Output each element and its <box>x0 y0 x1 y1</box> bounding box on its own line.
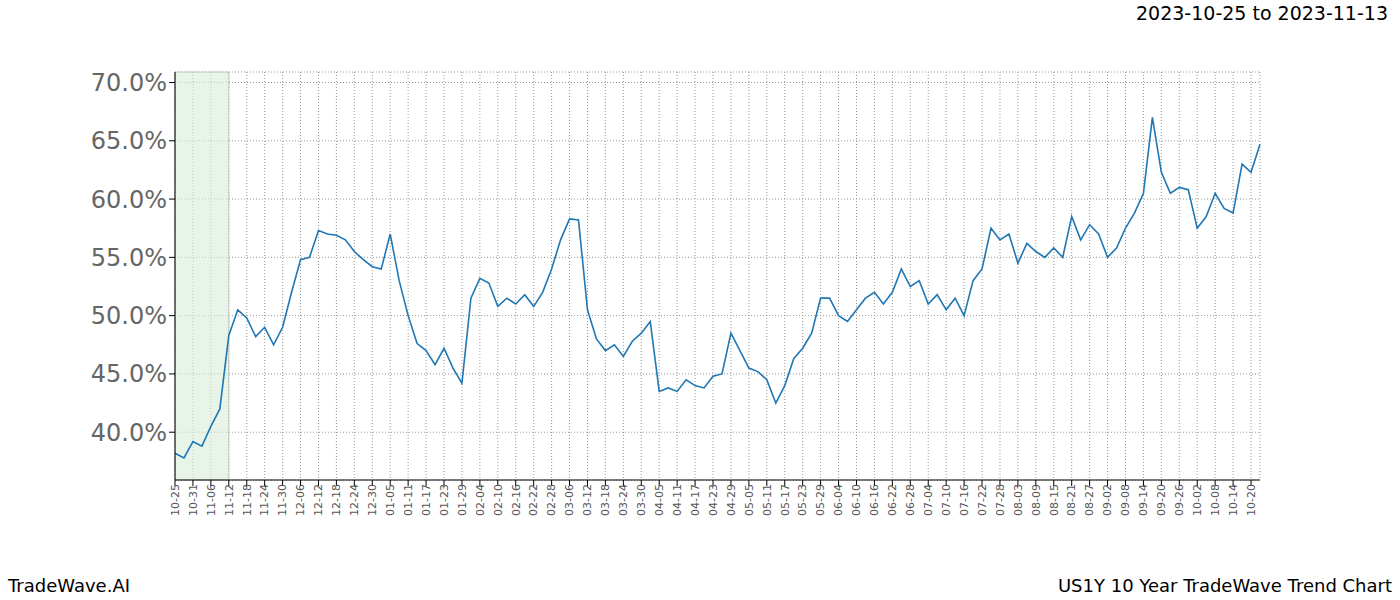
svg-text:09-20: 09-20 <box>1155 484 1168 516</box>
svg-text:03-24: 03-24 <box>617 484 630 516</box>
svg-text:03-06: 03-06 <box>563 484 576 516</box>
svg-text:06-22: 06-22 <box>886 484 899 516</box>
svg-text:10-31: 10-31 <box>187 484 200 516</box>
svg-text:10-25: 10-25 <box>169 484 182 516</box>
svg-text:10-20: 10-20 <box>1245 484 1258 516</box>
svg-text:70.0%: 70.0% <box>91 69 167 97</box>
svg-text:08-09: 08-09 <box>1030 484 1043 516</box>
svg-text:06-28: 06-28 <box>904 484 917 516</box>
svg-text:02-10: 02-10 <box>492 484 505 516</box>
svg-text:02-16: 02-16 <box>510 484 523 516</box>
svg-text:05-05: 05-05 <box>743 484 756 516</box>
svg-text:01-11: 01-11 <box>402 484 415 516</box>
svg-text:01-17: 01-17 <box>420 484 433 516</box>
svg-text:50.0%: 50.0% <box>91 302 167 330</box>
svg-text:65.0%: 65.0% <box>91 127 167 155</box>
svg-text:08-27: 08-27 <box>1083 484 1096 516</box>
svg-text:07-16: 07-16 <box>958 484 971 516</box>
svg-text:06-10: 06-10 <box>850 484 863 516</box>
svg-text:04-11: 04-11 <box>671 484 684 516</box>
svg-text:12-12: 12-12 <box>312 484 325 516</box>
svg-text:04-23: 04-23 <box>707 484 720 516</box>
svg-text:04-05: 04-05 <box>653 484 666 516</box>
html-text:2023-10-25 to 2023-11-13: 2023-10-25 to 2023-11-13 <box>1136 2 1388 24</box>
svg-text:45.0%: 45.0% <box>91 360 167 388</box>
svg-text:11-12: 11-12 <box>223 484 236 516</box>
svg-text:12-18: 12-18 <box>330 484 343 516</box>
svg-text:02-04: 02-04 <box>474 484 487 516</box>
svg-text:02-22: 02-22 <box>527 484 540 516</box>
svg-text:01-29: 01-29 <box>456 484 469 516</box>
svg-text:07-10: 07-10 <box>940 484 953 516</box>
svg-text:05-23: 05-23 <box>796 484 809 516</box>
svg-text:01-05: 01-05 <box>384 484 397 516</box>
svg-text:09-08: 09-08 <box>1119 484 1132 516</box>
svg-text:55.0%: 55.0% <box>91 244 167 272</box>
svg-text:04-29: 04-29 <box>725 484 738 516</box>
svg-text:40.0%: 40.0% <box>91 419 167 447</box>
svg-text:12-24: 12-24 <box>348 484 361 516</box>
svg-text:03-30: 03-30 <box>635 484 648 516</box>
svg-text:08-15: 08-15 <box>1048 484 1061 516</box>
svg-text:10-02: 10-02 <box>1191 484 1204 516</box>
svg-text:08-21: 08-21 <box>1066 484 1079 516</box>
svg-text:06-04: 06-04 <box>832 484 845 516</box>
svg-text:11-18: 11-18 <box>241 484 254 516</box>
svg-text:08-03: 08-03 <box>1012 484 1025 516</box>
html-text:TradeWave.AI: TradeWave.AI <box>8 575 130 596</box>
svg-text:11-06: 11-06 <box>205 484 218 516</box>
svg-text:05-11: 05-11 <box>761 484 774 516</box>
svg-text:09-26: 09-26 <box>1173 484 1186 516</box>
svg-text:07-22: 07-22 <box>976 484 989 516</box>
html-text:US1Y 10 Year TradeWave Trend C: US1Y 10 Year TradeWave Trend Chart <box>1057 575 1392 596</box>
svg-text:10-14: 10-14 <box>1227 484 1240 516</box>
svg-text:02-28: 02-28 <box>545 484 558 516</box>
svg-text:10-08: 10-08 <box>1209 484 1222 516</box>
svg-text:03-12: 03-12 <box>581 484 594 516</box>
svg-text:04-17: 04-17 <box>689 484 702 516</box>
svg-text:11-24: 11-24 <box>258 484 271 516</box>
svg-text:09-02: 09-02 <box>1101 484 1114 516</box>
svg-text:07-04: 07-04 <box>922 484 935 516</box>
svg-text:09-14: 09-14 <box>1137 484 1150 516</box>
svg-text:11-30: 11-30 <box>276 484 289 516</box>
svg-text:60.0%: 60.0% <box>91 186 167 214</box>
svg-text:03-18: 03-18 <box>599 484 612 516</box>
svg-text:12-30: 12-30 <box>366 484 379 516</box>
svg-text:01-23: 01-23 <box>438 484 451 516</box>
svg-text:06-16: 06-16 <box>868 484 881 516</box>
svg-text:12-06: 12-06 <box>294 484 307 516</box>
svg-text:07-28: 07-28 <box>994 484 1007 516</box>
svg-text:05-17: 05-17 <box>779 484 792 516</box>
svg-text:05-29: 05-29 <box>814 484 827 516</box>
